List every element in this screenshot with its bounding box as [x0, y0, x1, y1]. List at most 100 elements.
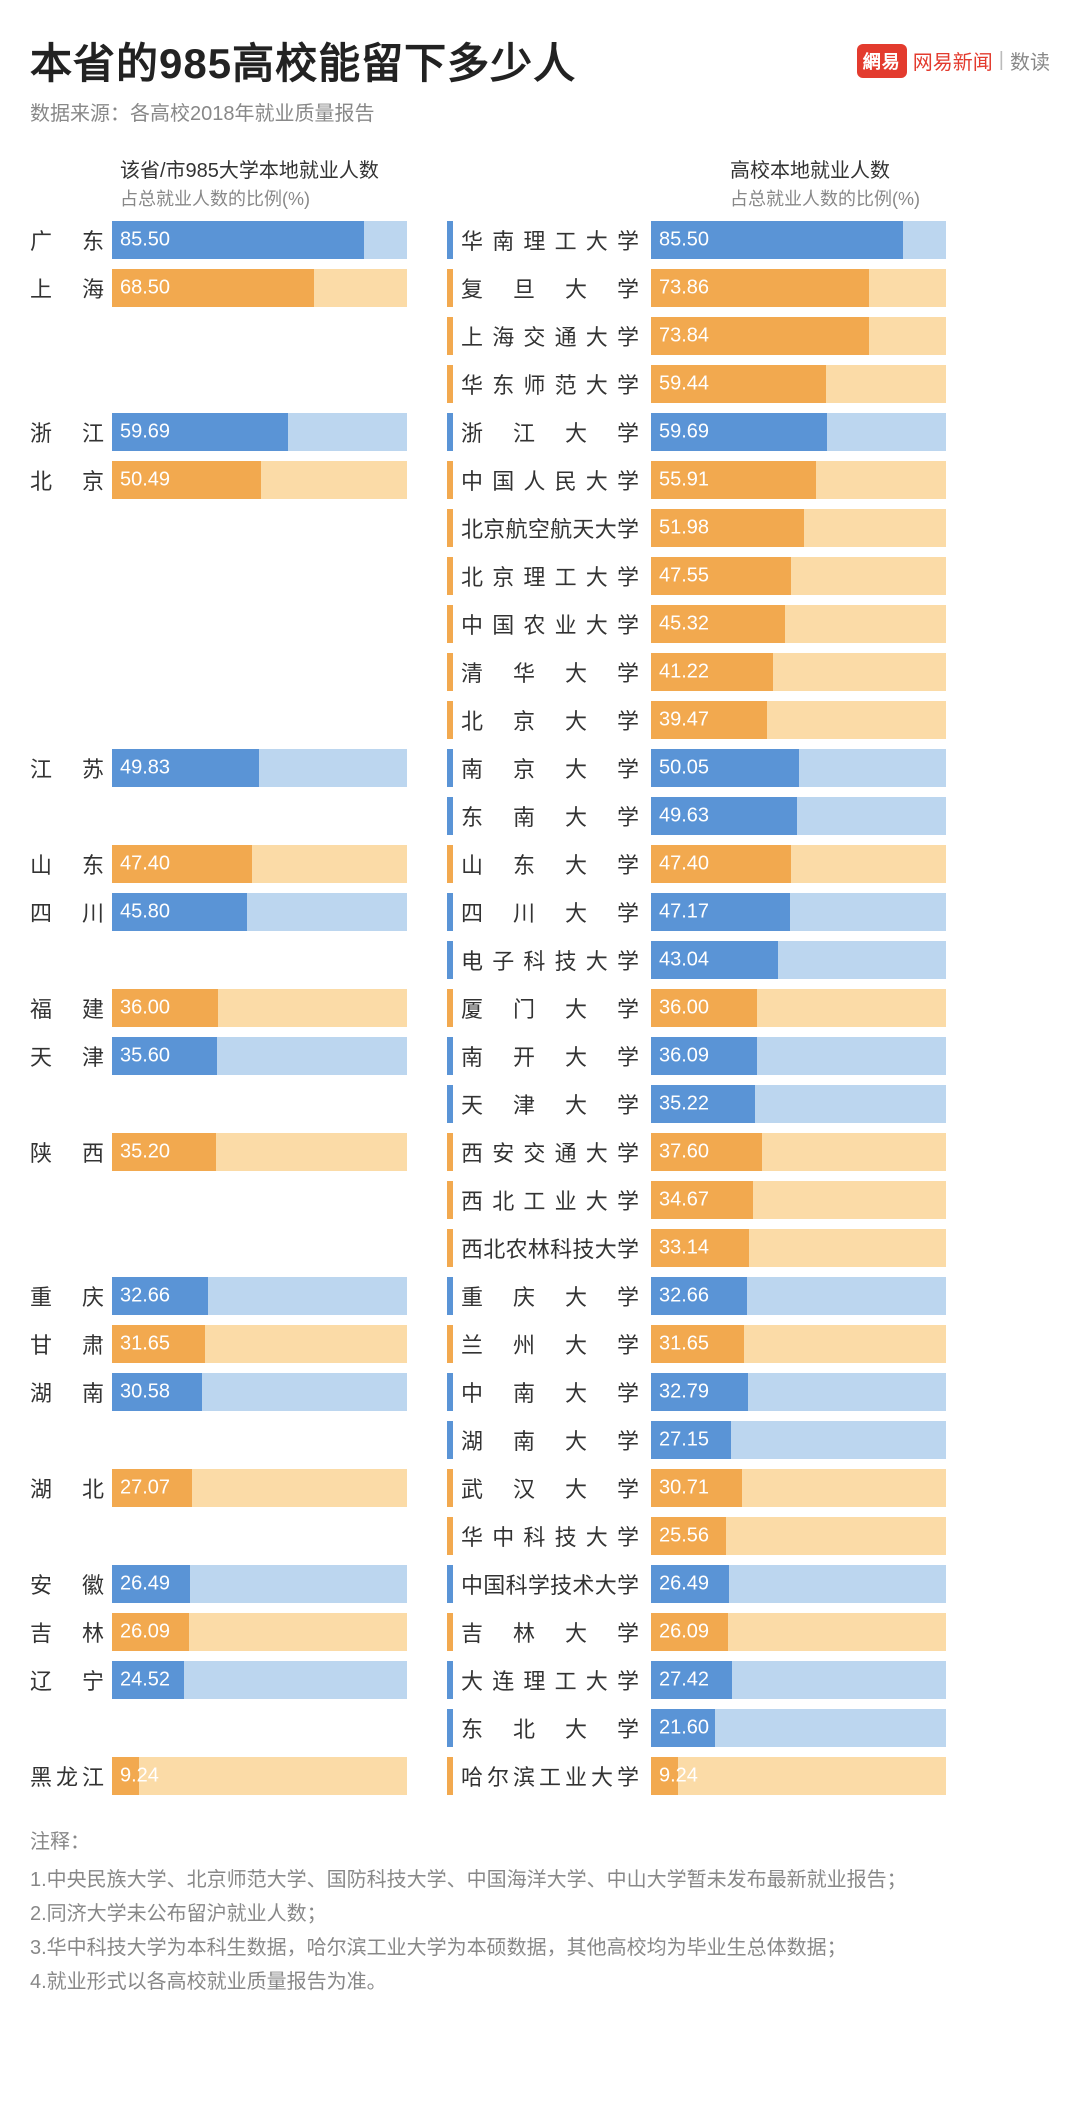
province-bar-value: 49.83 — [120, 757, 170, 780]
school-label: 中国科学技术大学 — [461, 1568, 651, 1600]
school-bar-value: 36.09 — [659, 1045, 709, 1068]
province-bar — [112, 317, 407, 355]
divider-tick — [447, 1325, 453, 1363]
province-bar: 45.80 — [112, 893, 407, 931]
school-label: 中南大学 — [461, 1376, 651, 1408]
school-bar-value: 36.00 — [659, 997, 709, 1020]
province-label: 湖南 — [30, 1376, 112, 1408]
school-bar: 36.09 — [651, 1037, 946, 1075]
province-label: 广东 — [30, 224, 112, 256]
brand-sub: 数读 — [1010, 46, 1050, 75]
divider-tick — [447, 1757, 453, 1795]
province-bar — [112, 1517, 407, 1555]
school-bar-value: 33.14 — [659, 1237, 709, 1260]
brand-badge: 網易 — [857, 44, 907, 78]
divider-tick — [447, 1565, 453, 1603]
province-bar-value: 26.49 — [120, 1573, 170, 1596]
school-bar: 50.05 — [651, 749, 946, 787]
chart-row: 辽宁24.52大连理工大学27.42 — [30, 1661, 1050, 1699]
province-bar-value: 59.69 — [120, 421, 170, 444]
province-bar — [112, 605, 407, 643]
province-label: 辽宁 — [30, 1664, 112, 1696]
school-bar-value: 32.79 — [659, 1381, 709, 1404]
divider-tick — [447, 1709, 453, 1747]
school-bar: 26.49 — [651, 1565, 946, 1603]
province-bar: 30.58 — [112, 1373, 407, 1411]
school-label: 山东大学 — [461, 848, 651, 880]
footnote-item: 4.就业形式以各高校就业质量报告为准。 — [30, 1965, 1050, 1999]
province-bar — [112, 1229, 407, 1267]
chart-row: 北京理工大学47.55 — [30, 557, 1050, 595]
school-bar-value: 73.86 — [659, 277, 709, 300]
province-bar: 32.66 — [112, 1277, 407, 1315]
school-label: 湖南大学 — [461, 1424, 651, 1456]
province-bar-value: 24.52 — [120, 1669, 170, 1692]
school-bar-value: 26.09 — [659, 1621, 709, 1644]
province-bar — [112, 1085, 407, 1123]
school-bar-value: 26.49 — [659, 1573, 709, 1596]
province-bar: 35.60 — [112, 1037, 407, 1075]
school-label: 东北大学 — [461, 1712, 651, 1744]
divider-tick — [447, 653, 453, 691]
footnotes: 注释： 1.中央民族大学、北京师范大学、国防科技大学、中国海洋大学、中山大学暂未… — [30, 1825, 1050, 1999]
school-label: 天津大学 — [461, 1088, 651, 1120]
divider-tick — [447, 1661, 453, 1699]
province-label: 山东 — [30, 848, 112, 880]
chart-row: 天津35.60南开大学36.09 — [30, 1037, 1050, 1075]
divider-tick — [447, 845, 453, 883]
school-label: 西安交通大学 — [461, 1136, 651, 1168]
school-bar: 31.65 — [651, 1325, 946, 1363]
divider-tick — [447, 1373, 453, 1411]
school-label: 清华大学 — [461, 656, 651, 688]
school-bar: 21.60 — [651, 1709, 946, 1747]
school-bar-value: 41.22 — [659, 661, 709, 684]
divider-tick — [447, 1469, 453, 1507]
school-bar: 32.79 — [651, 1373, 946, 1411]
school-label: 华中科技大学 — [461, 1520, 651, 1552]
school-label: 哈尔滨工业大学 — [461, 1760, 651, 1792]
school-bar-value: 32.66 — [659, 1285, 709, 1308]
divider-tick — [447, 1085, 453, 1123]
chart-row: 四川45.80四川大学47.17 — [30, 893, 1050, 931]
school-label: 南京大学 — [461, 752, 651, 784]
chart-row: 清华大学 41.22 — [30, 653, 1050, 691]
school-bar: 33.14 — [651, 1229, 946, 1267]
chart-row: 江苏49.83南京大学50.05 — [30, 749, 1050, 787]
school-bar: 25.56 — [651, 1517, 946, 1555]
school-bar: 9.24 — [651, 1757, 946, 1795]
chart-row: 浙江59.69浙江大学59.69 — [30, 413, 1050, 451]
right-header-main: 高校本地就业人数 — [730, 154, 920, 183]
left-header-main: 该省/市985大学本地就业人数 — [120, 154, 520, 183]
chart-row: 湖北27.07武汉大学30.71 — [30, 1469, 1050, 1507]
province-bar — [112, 1421, 407, 1459]
province-bar-value: 47.40 — [120, 853, 170, 876]
province-bar: 26.49 — [112, 1565, 407, 1603]
divider-tick — [447, 509, 453, 547]
divider-tick — [447, 221, 453, 259]
province-bar-value: 26.09 — [120, 1621, 170, 1644]
school-label: 南开大学 — [461, 1040, 651, 1072]
school-bar: 34.67 — [651, 1181, 946, 1219]
province-bar: 31.65 — [112, 1325, 407, 1363]
chart-row: 山东47.40山东大学47.40 — [30, 845, 1050, 883]
province-bar-value: 68.50 — [120, 277, 170, 300]
school-bar-value: 9.24 — [659, 1765, 698, 1788]
school-bar: 36.00 — [651, 989, 946, 1027]
divider-tick — [447, 1613, 453, 1651]
province-bar — [112, 941, 407, 979]
notes-title: 注释： — [30, 1825, 1050, 1859]
chart-row: 西北工业大学34.67 — [30, 1181, 1050, 1219]
divider-tick — [447, 1037, 453, 1075]
chart-row: 北京大学39.47 — [30, 701, 1050, 739]
province-label: 湖北 — [30, 1472, 112, 1504]
chart-row: 湖南大学27.15 — [30, 1421, 1050, 1459]
chart-rows: 广东85.50华南理工大学85.50上海68.50复旦大学73.86上海交通大学… — [30, 221, 1050, 1795]
school-label: 西北工业大学 — [461, 1184, 651, 1216]
school-bar-value: 27.42 — [659, 1669, 709, 1692]
province-label: 福建 — [30, 992, 112, 1024]
school-label: 重庆大学 — [461, 1280, 651, 1312]
province-bar: 36.00 — [112, 989, 407, 1027]
province-bar — [112, 701, 407, 739]
brand-divider: | — [999, 49, 1004, 72]
province-bar-value: 31.65 — [120, 1333, 170, 1356]
